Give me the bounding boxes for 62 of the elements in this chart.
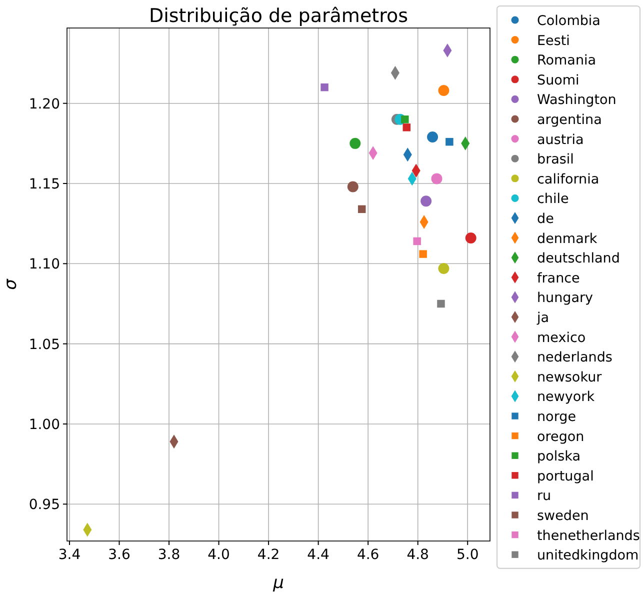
point	[420, 196, 432, 207]
legend-label: oregon	[537, 428, 584, 445]
x-tick-label: 4.6	[356, 547, 380, 563]
legend-label: nederlands	[537, 350, 612, 366]
x-tick-label: 4.2	[257, 547, 280, 563]
legend-label: deutschland	[537, 250, 620, 267]
chart-title: Distribuição de parâmetros	[149, 5, 408, 27]
legend-label: sweden	[537, 508, 589, 524]
legend-label: unitedkingdom	[537, 548, 639, 564]
y-tick-label: 1.00	[28, 416, 60, 433]
legend-label: hungary	[537, 290, 594, 306]
point	[465, 232, 476, 244]
point	[446, 138, 454, 146]
legend-label: Eesti	[537, 32, 570, 49]
y-tick-label: 1.10	[28, 256, 60, 273]
legend-label: Colombia	[537, 13, 600, 29]
x-tick-label: 4.0	[208, 547, 230, 563]
legend-label: california	[537, 171, 600, 188]
point	[431, 173, 442, 184]
point	[438, 85, 450, 96]
point	[438, 262, 450, 274]
point	[413, 237, 421, 246]
legend-label: Washington	[537, 92, 616, 108]
point	[419, 250, 427, 258]
legend-label: france	[537, 270, 580, 286]
legend-label: Romania	[537, 52, 596, 69]
legend-label: Suomi	[537, 72, 580, 88]
legend-label: austria	[537, 132, 584, 148]
point	[347, 181, 358, 192]
point	[427, 132, 438, 142]
legend-label: ru	[537, 488, 552, 504]
y-tick-label: 1.15	[28, 176, 60, 193]
x-tick-label: 4.4	[307, 547, 330, 563]
x-tick-label: 3.8	[158, 547, 180, 563]
legend-label: norge	[537, 409, 576, 425]
point	[401, 116, 409, 124]
point	[358, 205, 366, 214]
legend-label: de	[537, 211, 554, 227]
legend-label: thenetherlands	[537, 528, 640, 544]
y-axis-title: σ	[1, 278, 21, 290]
x-tick-label: 3.6	[108, 547, 130, 563]
legend-label: chile	[537, 191, 569, 208]
point	[402, 124, 411, 132]
legend-label: mexico	[537, 330, 586, 346]
x-tick-label: 5.0	[456, 547, 479, 563]
y-tick-label: 1.20	[28, 96, 60, 112]
legend-label: argentina	[537, 112, 602, 128]
legend-label: brasil	[537, 152, 574, 168]
point	[320, 83, 328, 92]
legend-label: newyork	[537, 389, 595, 406]
legend-label: denmark	[537, 230, 598, 247]
y-tick-label: 0.95	[28, 497, 60, 514]
point	[437, 300, 445, 308]
legend-label: portugal	[537, 468, 594, 484]
x-axis-title: μ	[272, 573, 284, 593]
y-tick-label: 1.05	[28, 336, 60, 353]
point	[350, 138, 361, 149]
legend-label: newsokur	[537, 369, 602, 386]
x-tick-label: 4.8	[406, 547, 429, 563]
legend-label: ja	[536, 310, 550, 326]
x-tick-label: 3.4	[58, 547, 81, 563]
legend-label: polska	[537, 448, 580, 465]
